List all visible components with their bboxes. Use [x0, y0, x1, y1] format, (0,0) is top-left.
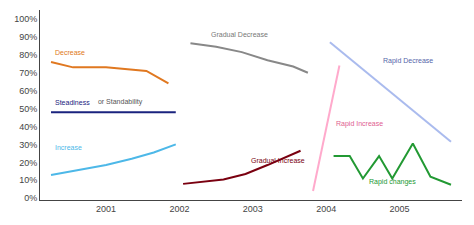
svg-text:70%: 70% [19, 68, 37, 78]
svg-text:80%: 80% [19, 50, 37, 60]
svg-text:60%: 60% [19, 86, 37, 96]
svg-text:Gradual Increase: Gradual Increase [251, 157, 305, 164]
svg-text:or Standability: or Standability [96, 98, 143, 106]
svg-text:50%: 50% [19, 104, 37, 114]
svg-text:Steadiness: Steadiness [55, 99, 90, 106]
svg-text:10%: 10% [19, 175, 37, 185]
svg-text:Rapid changes: Rapid changes [369, 178, 416, 186]
svg-text:2002: 2002 [169, 204, 189, 214]
svg-text:Rapid Increase: Rapid Increase [336, 120, 383, 128]
svg-text:Increase: Increase [55, 144, 82, 151]
svg-text:20%: 20% [19, 158, 37, 168]
svg-text:2004: 2004 [316, 204, 336, 214]
svg-text:40%: 40% [19, 122, 37, 132]
svg-text:90%: 90% [19, 32, 37, 42]
svg-text:30%: 30% [19, 140, 37, 150]
svg-text:Rapid Decrease: Rapid Decrease [383, 57, 433, 65]
svg-text:2003: 2003 [243, 204, 263, 214]
svg-text:2005: 2005 [390, 204, 410, 214]
svg-text:Gradual Decrease: Gradual Decrease [211, 31, 268, 38]
svg-text:0%: 0% [24, 193, 37, 203]
svg-text:Decrease: Decrease [55, 49, 85, 56]
svg-text:2001: 2001 [96, 204, 116, 214]
svg-text:100%: 100% [14, 14, 37, 24]
